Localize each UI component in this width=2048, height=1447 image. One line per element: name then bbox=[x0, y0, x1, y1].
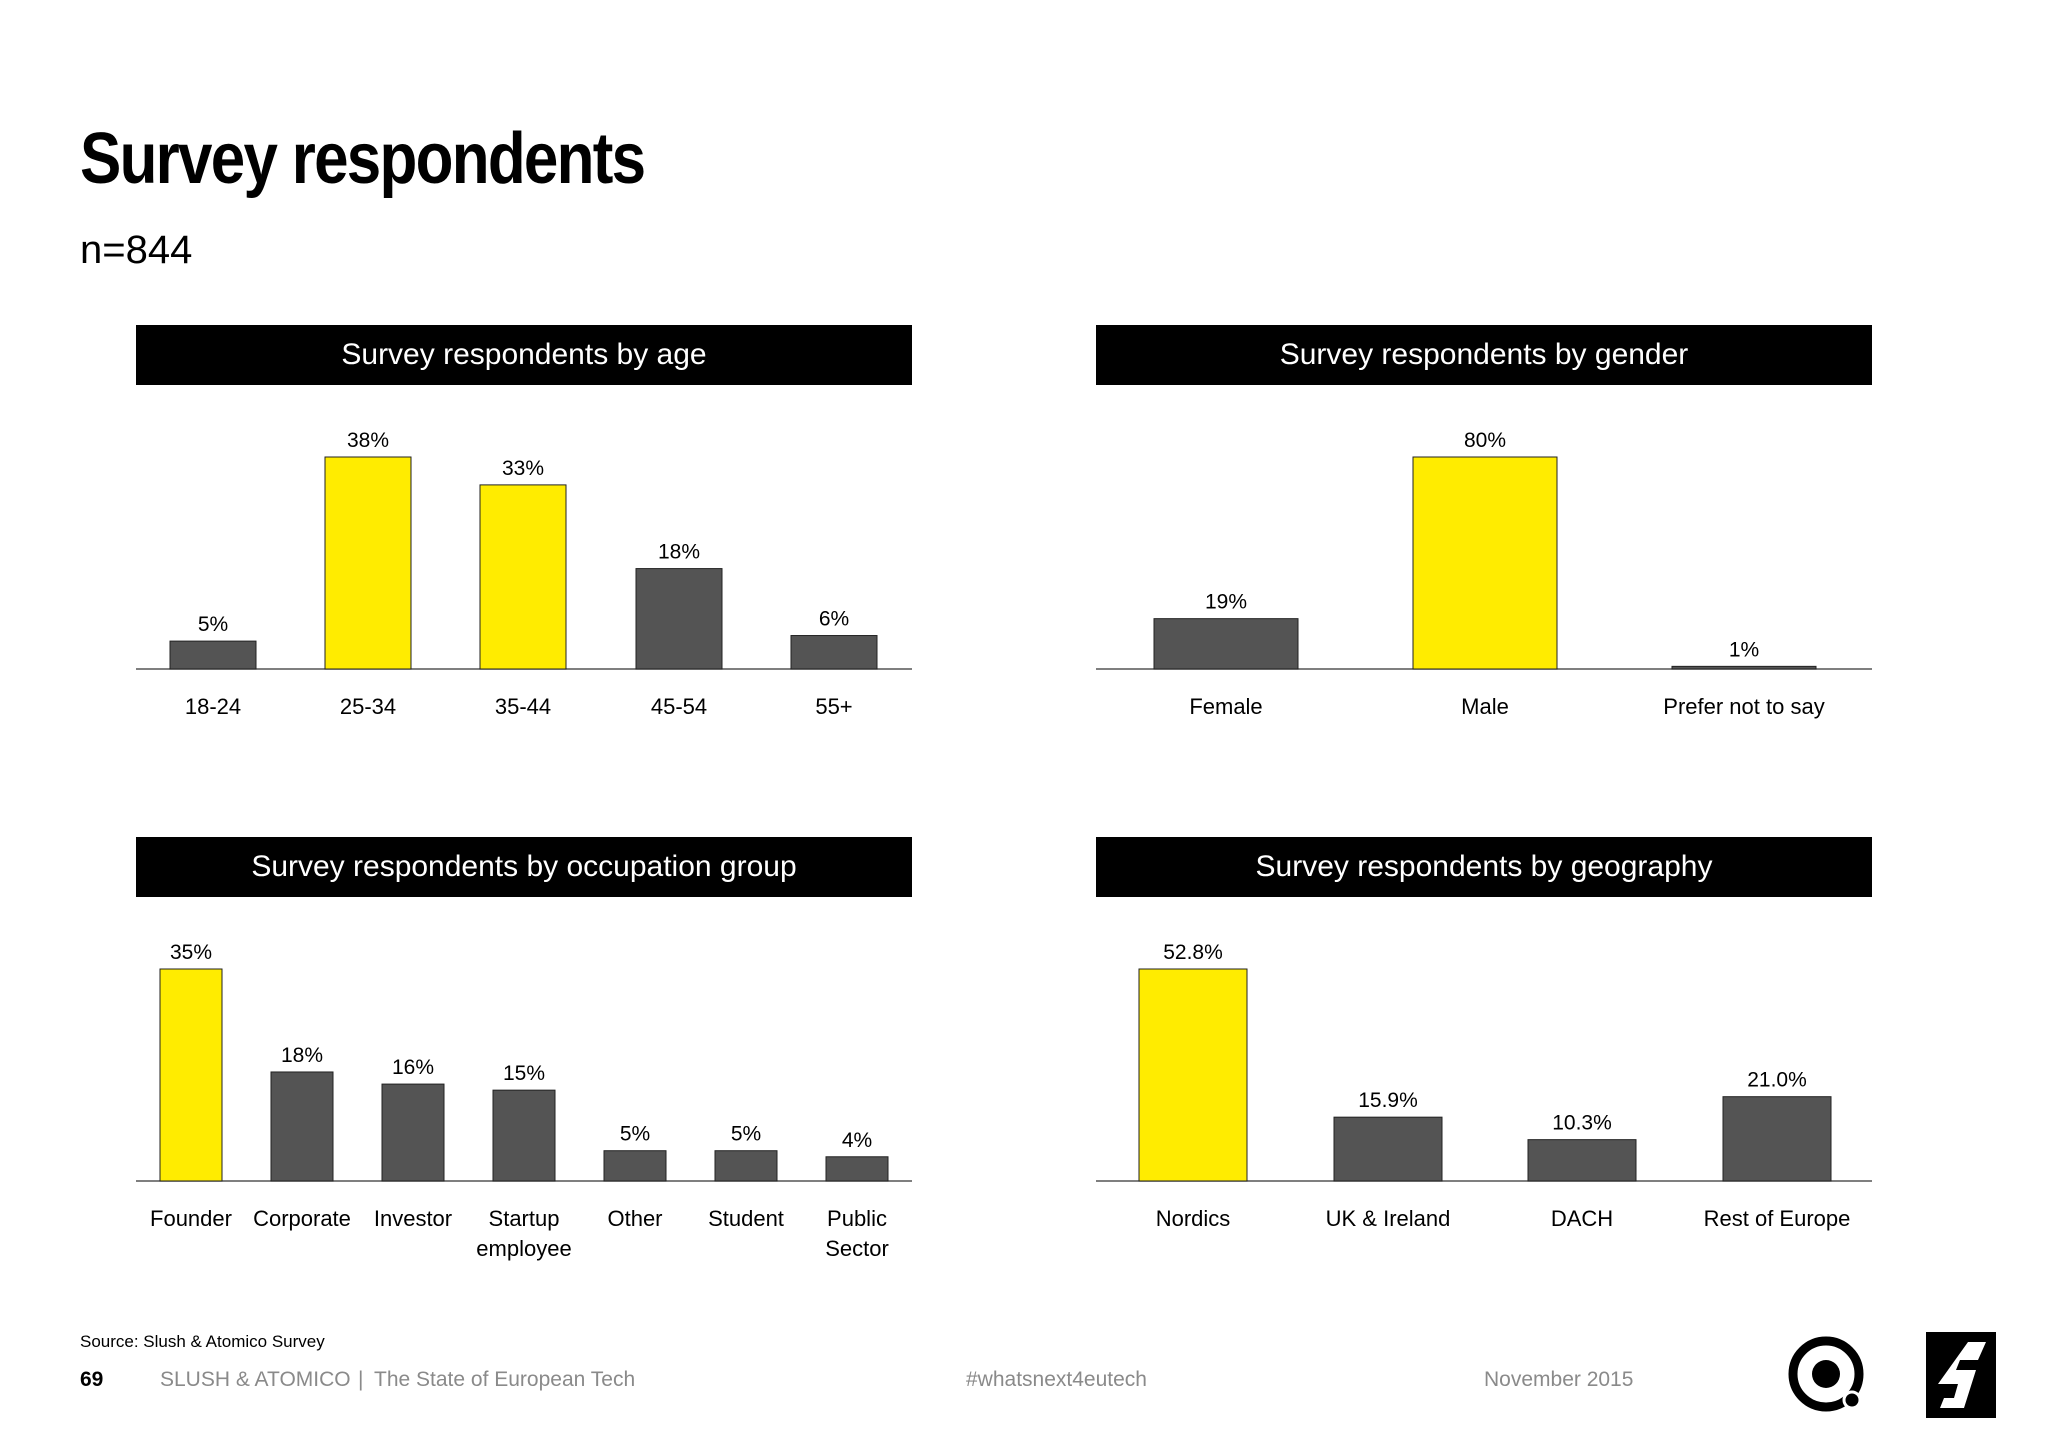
data-label: 10.3% bbox=[1552, 1112, 1612, 1135]
bar bbox=[825, 1156, 889, 1182]
category-label: Startup bbox=[489, 1206, 560, 1231]
bar bbox=[714, 1150, 778, 1182]
footer-brand: SLUSH & ATOMICO bbox=[160, 1368, 351, 1391]
bar bbox=[270, 1071, 334, 1182]
geography-chart-panel: Survey respondents by geography 52.8% Nor… bbox=[1096, 837, 1872, 1307]
data-label: 16% bbox=[392, 1056, 434, 1079]
data-label: 38% bbox=[347, 429, 389, 452]
occupation-chart-panel: Survey respondents by occupation group 3… bbox=[136, 837, 912, 1307]
category-label: UK & Ireland bbox=[1326, 1206, 1451, 1231]
atomico-ring-logo-icon bbox=[1788, 1336, 1864, 1412]
category-label: Prefer not to say bbox=[1663, 694, 1824, 719]
category-label: Rest of Europe bbox=[1704, 1206, 1851, 1231]
gender-chart-title: Survey respondents by gender bbox=[1096, 325, 1872, 385]
footer-publication: The State of European Tech bbox=[374, 1368, 636, 1391]
bar bbox=[159, 968, 223, 1182]
category-label: 25-34 bbox=[340, 694, 396, 719]
data-label: 80% bbox=[1464, 429, 1506, 452]
bar bbox=[1153, 618, 1299, 670]
category-label: Other bbox=[607, 1206, 662, 1231]
footer-hashtag: #whatsnext4eutech bbox=[966, 1368, 1147, 1391]
data-label: 35% bbox=[170, 941, 212, 964]
bar bbox=[1722, 1096, 1832, 1182]
category-label: 35-44 bbox=[495, 694, 551, 719]
category-label: DACH bbox=[1551, 1206, 1613, 1231]
age-chart: 5% 18-24 38% 25-34 33% 35-44 18% 45-54 6% 55+ bbox=[136, 429, 912, 719]
data-label: 19% bbox=[1205, 591, 1247, 614]
geography-chart: 52.8% Nordics 15.9% UK & Ireland 10.3% DACH 21… bbox=[1096, 941, 1872, 1231]
category-label: 45-54 bbox=[651, 694, 707, 719]
data-label: 18% bbox=[658, 541, 700, 564]
data-label: 1% bbox=[1729, 638, 1759, 661]
bar bbox=[635, 568, 723, 670]
data-label: 15.9% bbox=[1358, 1089, 1418, 1112]
page-number: 69 bbox=[80, 1368, 104, 1391]
footer-separator: | bbox=[358, 1368, 364, 1391]
category-label: Nordics bbox=[1156, 1206, 1231, 1231]
category-label: Public bbox=[827, 1206, 887, 1231]
bar bbox=[1527, 1139, 1637, 1182]
bar bbox=[1412, 456, 1558, 670]
geography-chart-title: Survey respondents by geography bbox=[1096, 837, 1872, 897]
bar bbox=[479, 484, 567, 670]
category-label: Corporate bbox=[253, 1206, 351, 1231]
age-chart-panel: Survey respondents by age 5% 18-24 38% 25-3… bbox=[136, 325, 912, 795]
data-label: 4% bbox=[842, 1129, 872, 1152]
data-label: 5% bbox=[620, 1123, 650, 1146]
gender-chart: 19% Female 80% Male 1% Prefer not to say bbox=[1096, 429, 1872, 719]
data-label: 5% bbox=[198, 613, 228, 636]
data-label: 21.0% bbox=[1747, 1069, 1807, 1092]
sample-size: n=844 bbox=[80, 228, 193, 272]
bar bbox=[381, 1083, 445, 1182]
footer-date: November 2015 bbox=[1484, 1368, 1634, 1391]
age-chart-title: Survey respondents by age bbox=[136, 325, 912, 385]
data-label: 52.8% bbox=[1163, 941, 1223, 964]
category-label: employee bbox=[476, 1236, 571, 1261]
bar bbox=[603, 1150, 667, 1182]
data-label: 15% bbox=[503, 1062, 545, 1085]
page-title: Survey respondents bbox=[80, 119, 646, 199]
category-label: Investor bbox=[374, 1206, 452, 1231]
category-label: Male bbox=[1461, 694, 1509, 719]
gender-chart-panel: Survey respondents by gender 19% Female 80… bbox=[1096, 325, 1872, 795]
bar bbox=[492, 1089, 556, 1182]
occupation-chart: 35% Founder 18% Corporate 16% Investor 15% Star… bbox=[136, 941, 912, 1261]
data-label: 33% bbox=[502, 457, 544, 480]
category-label: Female bbox=[1189, 694, 1262, 719]
bar bbox=[169, 640, 257, 670]
category-label: Founder bbox=[150, 1206, 232, 1231]
bar bbox=[1671, 665, 1817, 670]
bar bbox=[324, 456, 412, 670]
category-label: 55+ bbox=[815, 694, 852, 719]
bar bbox=[1138, 968, 1248, 1182]
category-label: Sector bbox=[825, 1236, 889, 1261]
bar bbox=[1333, 1116, 1443, 1182]
slush-logo-icon bbox=[1926, 1332, 1996, 1418]
bar bbox=[790, 635, 878, 670]
data-label: 6% bbox=[819, 608, 849, 631]
category-label: 18-24 bbox=[185, 694, 241, 719]
category-label: Student bbox=[708, 1206, 784, 1231]
source-note: Source: Slush & Atomico Survey bbox=[80, 1332, 325, 1351]
occupation-chart-title: Survey respondents by occupation group bbox=[136, 837, 912, 897]
data-label: 18% bbox=[281, 1044, 323, 1067]
data-label: 5% bbox=[731, 1123, 761, 1146]
